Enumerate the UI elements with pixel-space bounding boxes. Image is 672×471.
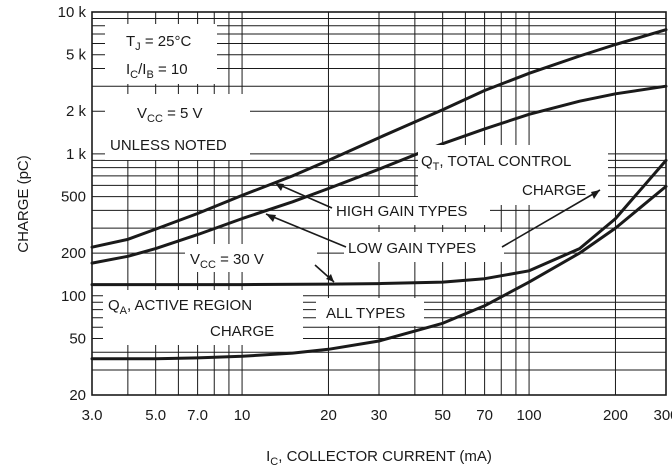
x-tick-label: 3.0: [82, 407, 103, 424]
high-gain-arrowhead: [275, 183, 284, 191]
annotation-qt-line2: CHARGE: [522, 182, 586, 199]
x-tick-label: 50: [434, 407, 451, 424]
annotation-high-gain: HIGH GAIN TYPES: [336, 203, 467, 220]
x-tick-label: 300: [653, 407, 672, 424]
annotation-unless-noted: UNLESS NOTED: [110, 137, 227, 154]
annotation-all-types: ALL TYPES: [326, 305, 405, 322]
series-2-line: [90, 84, 668, 265]
annotation-backgrounds: [103, 24, 608, 345]
series-4-line: [90, 184, 668, 361]
y-tick-label: 5 k: [66, 47, 87, 64]
y-tick-label: 200: [61, 245, 86, 262]
x-tick-label: 5.0: [145, 407, 166, 424]
annotation-low-gain: LOW GAIN TYPES: [348, 240, 476, 257]
curves: [90, 28, 668, 361]
y-tick-label: 100: [61, 288, 86, 305]
low-gain-arrow-left: [265, 213, 347, 248]
y-tick-label: 50: [69, 331, 86, 348]
y-tick-label: 2 k: [66, 103, 87, 120]
x-tick-label: 10: [234, 407, 251, 424]
y-tick-label: 1 k: [66, 146, 87, 163]
series-3-line: [90, 158, 668, 287]
x-tick-label: 7.0: [187, 407, 208, 424]
low-gain-arrow-right: [501, 189, 601, 248]
y-tick-label: 500: [61, 189, 86, 206]
y-tick-label: 20: [69, 387, 86, 404]
x-axis-label: IC, COLLECTOR CURRENT (mA): [266, 448, 492, 468]
annotation-qa: QA, ACTIVE REGION: [108, 297, 252, 317]
x-tick-label: 30: [371, 407, 388, 424]
high-gain-arrow: [274, 182, 333, 209]
arrows: [265, 182, 601, 283]
y-tick-labels: 20 50 100 200 500 1 k 2 k 5 k 10 k: [58, 4, 87, 404]
annotation-ic-ib: IC/IB = 10: [126, 61, 188, 81]
x-tick-label: 200: [603, 407, 628, 424]
vcc30-arrowhead: [326, 274, 334, 282]
y-axis-label: CHARGE (pC): [15, 155, 32, 253]
x-tick-label: 20: [320, 407, 337, 424]
x-tick-labels: 3.0 5.0 7.0 10 20 30 50 70 100 200 300: [82, 407, 672, 424]
plot-frame: [91, 11, 667, 396]
y-tick-label: 10 k: [58, 4, 87, 21]
low-gain-arrowhead-left: [266, 214, 276, 222]
annotation-qa-line2: CHARGE: [210, 323, 274, 340]
x-tick-label: 100: [517, 407, 542, 424]
series-1-line: [90, 28, 668, 249]
annotation-qt: QT, TOTAL CONTROL: [421, 153, 571, 173]
annotation-vcc-5v: VCC = 5 V: [137, 105, 203, 125]
x-tick-label: 70: [476, 407, 493, 424]
low-gain-arrowhead-right: [591, 190, 600, 199]
annotation-vcc-30v: VCC = 30 V: [190, 251, 264, 271]
annotation-tj: TJ = 25°C: [126, 33, 191, 53]
